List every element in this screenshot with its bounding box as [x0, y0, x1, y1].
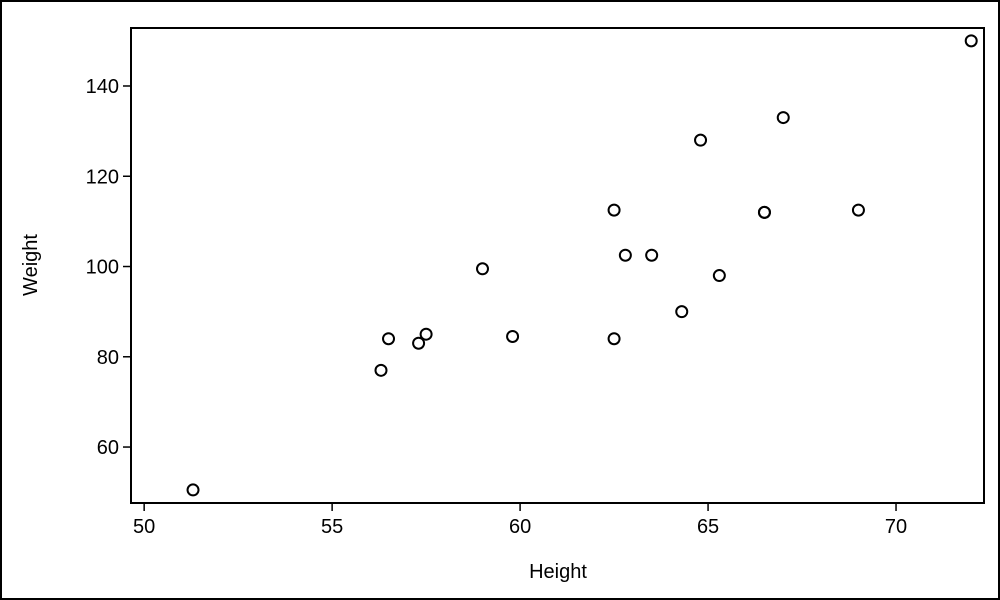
point [964, 34, 978, 48]
x-tick-label: 60 [509, 516, 531, 538]
plot-frame [130, 27, 985, 504]
point [476, 262, 490, 276]
point [776, 111, 790, 125]
point [506, 329, 520, 343]
point [419, 327, 433, 341]
y-axis-label: Weight [20, 234, 42, 296]
point [374, 363, 388, 377]
x-tick-label: 70 [885, 516, 907, 538]
point [712, 269, 726, 283]
y-tick-label: 60 [97, 437, 119, 459]
x-tick-label: 50 [133, 516, 155, 538]
point [675, 305, 689, 319]
y-tick-label: 100 [86, 257, 119, 279]
point [412, 336, 426, 350]
point [607, 332, 621, 346]
x-axis-label: Height [529, 561, 587, 583]
y-tick-label: 120 [86, 166, 119, 188]
point [382, 332, 396, 346]
y-tick-label: 140 [86, 76, 119, 98]
x-tick-label: 65 [697, 516, 719, 538]
point [694, 133, 708, 147]
point [851, 203, 865, 217]
y-tick-label: 80 [97, 347, 119, 369]
x-tick-label: 55 [321, 516, 343, 538]
point [186, 483, 200, 497]
point [757, 205, 771, 219]
point [645, 248, 659, 262]
point [618, 248, 632, 262]
point [607, 203, 621, 217]
